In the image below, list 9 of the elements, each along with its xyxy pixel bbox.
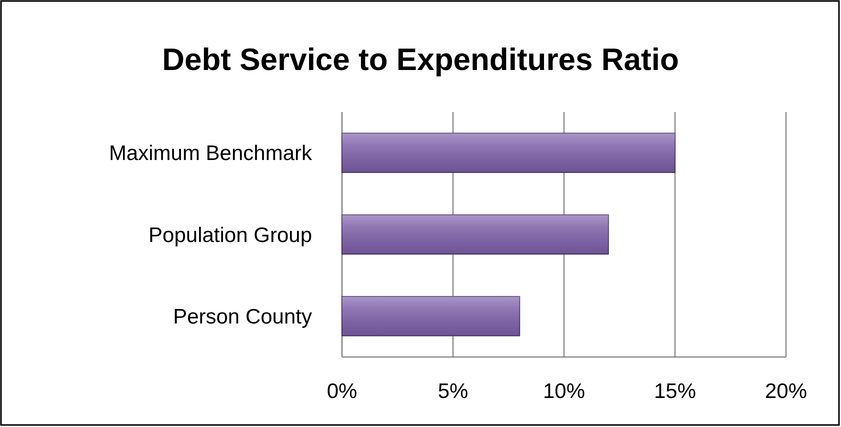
x-tick-label: 0% (326, 380, 358, 403)
y-tick-label: Population Group (148, 224, 312, 247)
x-tick-label: 20% (764, 380, 808, 403)
y-tick-label: Person County (173, 306, 312, 329)
x-tick-label: 15% (654, 380, 696, 403)
x-tick-label: 5% (438, 380, 468, 403)
chart-title: Debt Service to Expenditures Ratio (162, 42, 679, 77)
x-tick-label: 10% (542, 380, 586, 403)
y-tick-label: Maximum Benchmark (108, 142, 312, 166)
